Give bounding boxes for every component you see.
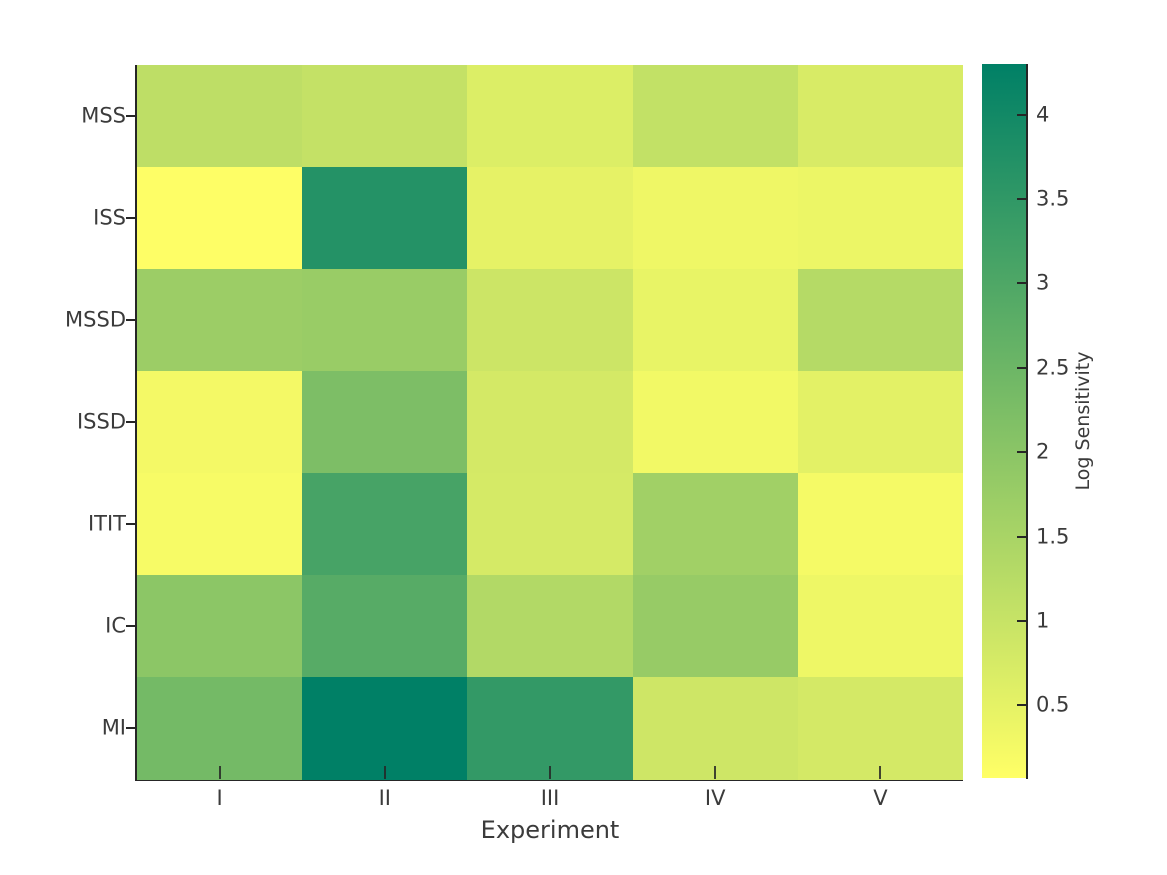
heatmap-cell — [467, 167, 634, 270]
heatmap-cell — [467, 371, 634, 474]
colorbar-axis-title: Log Sensitivity — [1072, 351, 1094, 491]
colorbar-tick-mark — [1017, 704, 1026, 707]
heatmap-cell — [467, 269, 634, 372]
heatmap-cell — [467, 65, 634, 168]
y-tick-label: ITIT — [87, 511, 126, 536]
y-tick-label: IC — [105, 613, 126, 638]
heatmap-cell — [137, 167, 303, 270]
x-tick-mark — [218, 766, 221, 779]
heatmap-cell — [302, 677, 468, 780]
heatmap-cell — [632, 473, 799, 576]
colorbar-tick-label: 2.5 — [1036, 355, 1070, 380]
heatmap-plot-area — [135, 65, 964, 781]
colorbar-tick-mark — [1017, 198, 1026, 201]
x-tick-mark — [879, 766, 882, 779]
x-tick-label: IV — [704, 786, 726, 810]
y-tick-mark — [126, 727, 135, 729]
heatmap-cell — [467, 575, 634, 678]
y-tick-label: ISS — [93, 205, 126, 230]
y-tick-mark — [126, 217, 135, 219]
heatmap-cell — [797, 269, 964, 372]
heatmap-cell — [632, 269, 799, 372]
heatmap-cell — [797, 473, 964, 576]
y-tick-label: MI — [101, 715, 126, 740]
x-tick-mark — [383, 766, 386, 779]
x-tick-label: III — [540, 786, 560, 810]
colorbar-tick-mark — [1017, 366, 1026, 369]
heatmap-cell — [632, 65, 799, 168]
colorbar-tick-mark — [1017, 620, 1026, 623]
heatmap-cell — [302, 473, 468, 576]
heatmap-cell — [302, 575, 468, 678]
colorbar-tick-mark — [1017, 535, 1026, 538]
heatmap-cell — [632, 575, 799, 678]
x-tick-mark — [714, 766, 717, 779]
x-tick-mark — [549, 766, 551, 779]
colorbar-tick-label: 4 — [1036, 102, 1050, 127]
heatmap-cell — [632, 167, 799, 270]
heatmap-cell — [302, 269, 468, 372]
heatmap-cell — [632, 677, 799, 780]
colorbar-tick-label: 3 — [1036, 270, 1050, 295]
colorbar-gradient — [982, 64, 1027, 778]
colorbar-tick-label: 0.5 — [1036, 692, 1070, 717]
x-tick-label: II — [378, 786, 391, 810]
colorbar-tick-label: 3.5 — [1036, 186, 1070, 211]
y-tick-mark — [126, 115, 135, 117]
y-tick-mark — [126, 319, 135, 321]
heatmap-cell — [797, 371, 964, 474]
y-tick-label: MSSD — [65, 307, 126, 332]
colorbar-tick-mark — [1017, 113, 1026, 116]
heatmap-cell — [632, 371, 799, 474]
heatmap-cell — [302, 167, 468, 270]
heatmap-cell — [137, 371, 303, 474]
heatmap-cell — [797, 677, 964, 780]
heatmap-cell — [137, 65, 303, 168]
y-tick-mark — [126, 625, 135, 627]
colorbar-tick-label: 1 — [1036, 608, 1050, 633]
heatmap-cell — [137, 269, 303, 372]
y-tick-mark — [126, 421, 135, 423]
heatmap-cell — [137, 677, 303, 780]
heatmap-cell — [467, 473, 634, 576]
heatmap-cell — [467, 677, 634, 780]
y-tick-label: ISSD — [76, 409, 126, 434]
heatmap-cell — [797, 65, 964, 168]
colorbar-tick-mark — [1017, 282, 1026, 285]
colorbar-tick-label: 1.5 — [1036, 524, 1070, 549]
heatmap-cell — [797, 575, 964, 678]
heatmap-cell — [137, 473, 303, 576]
heatmap-cell — [797, 167, 964, 270]
y-tick-label: MSS — [81, 103, 126, 128]
x-tick-label: I — [216, 786, 223, 810]
heatmap-cell — [302, 65, 468, 168]
colorbar-axis-line — [1026, 64, 1028, 779]
x-axis-title: Experiment — [480, 816, 620, 844]
heatmap-cell — [302, 371, 468, 474]
y-tick-mark — [126, 523, 135, 525]
heatmap-cell — [137, 575, 303, 678]
x-tick-label: V — [873, 786, 888, 810]
colorbar-tick-mark — [1017, 451, 1026, 454]
colorbar-tick-label: 2 — [1036, 439, 1050, 464]
